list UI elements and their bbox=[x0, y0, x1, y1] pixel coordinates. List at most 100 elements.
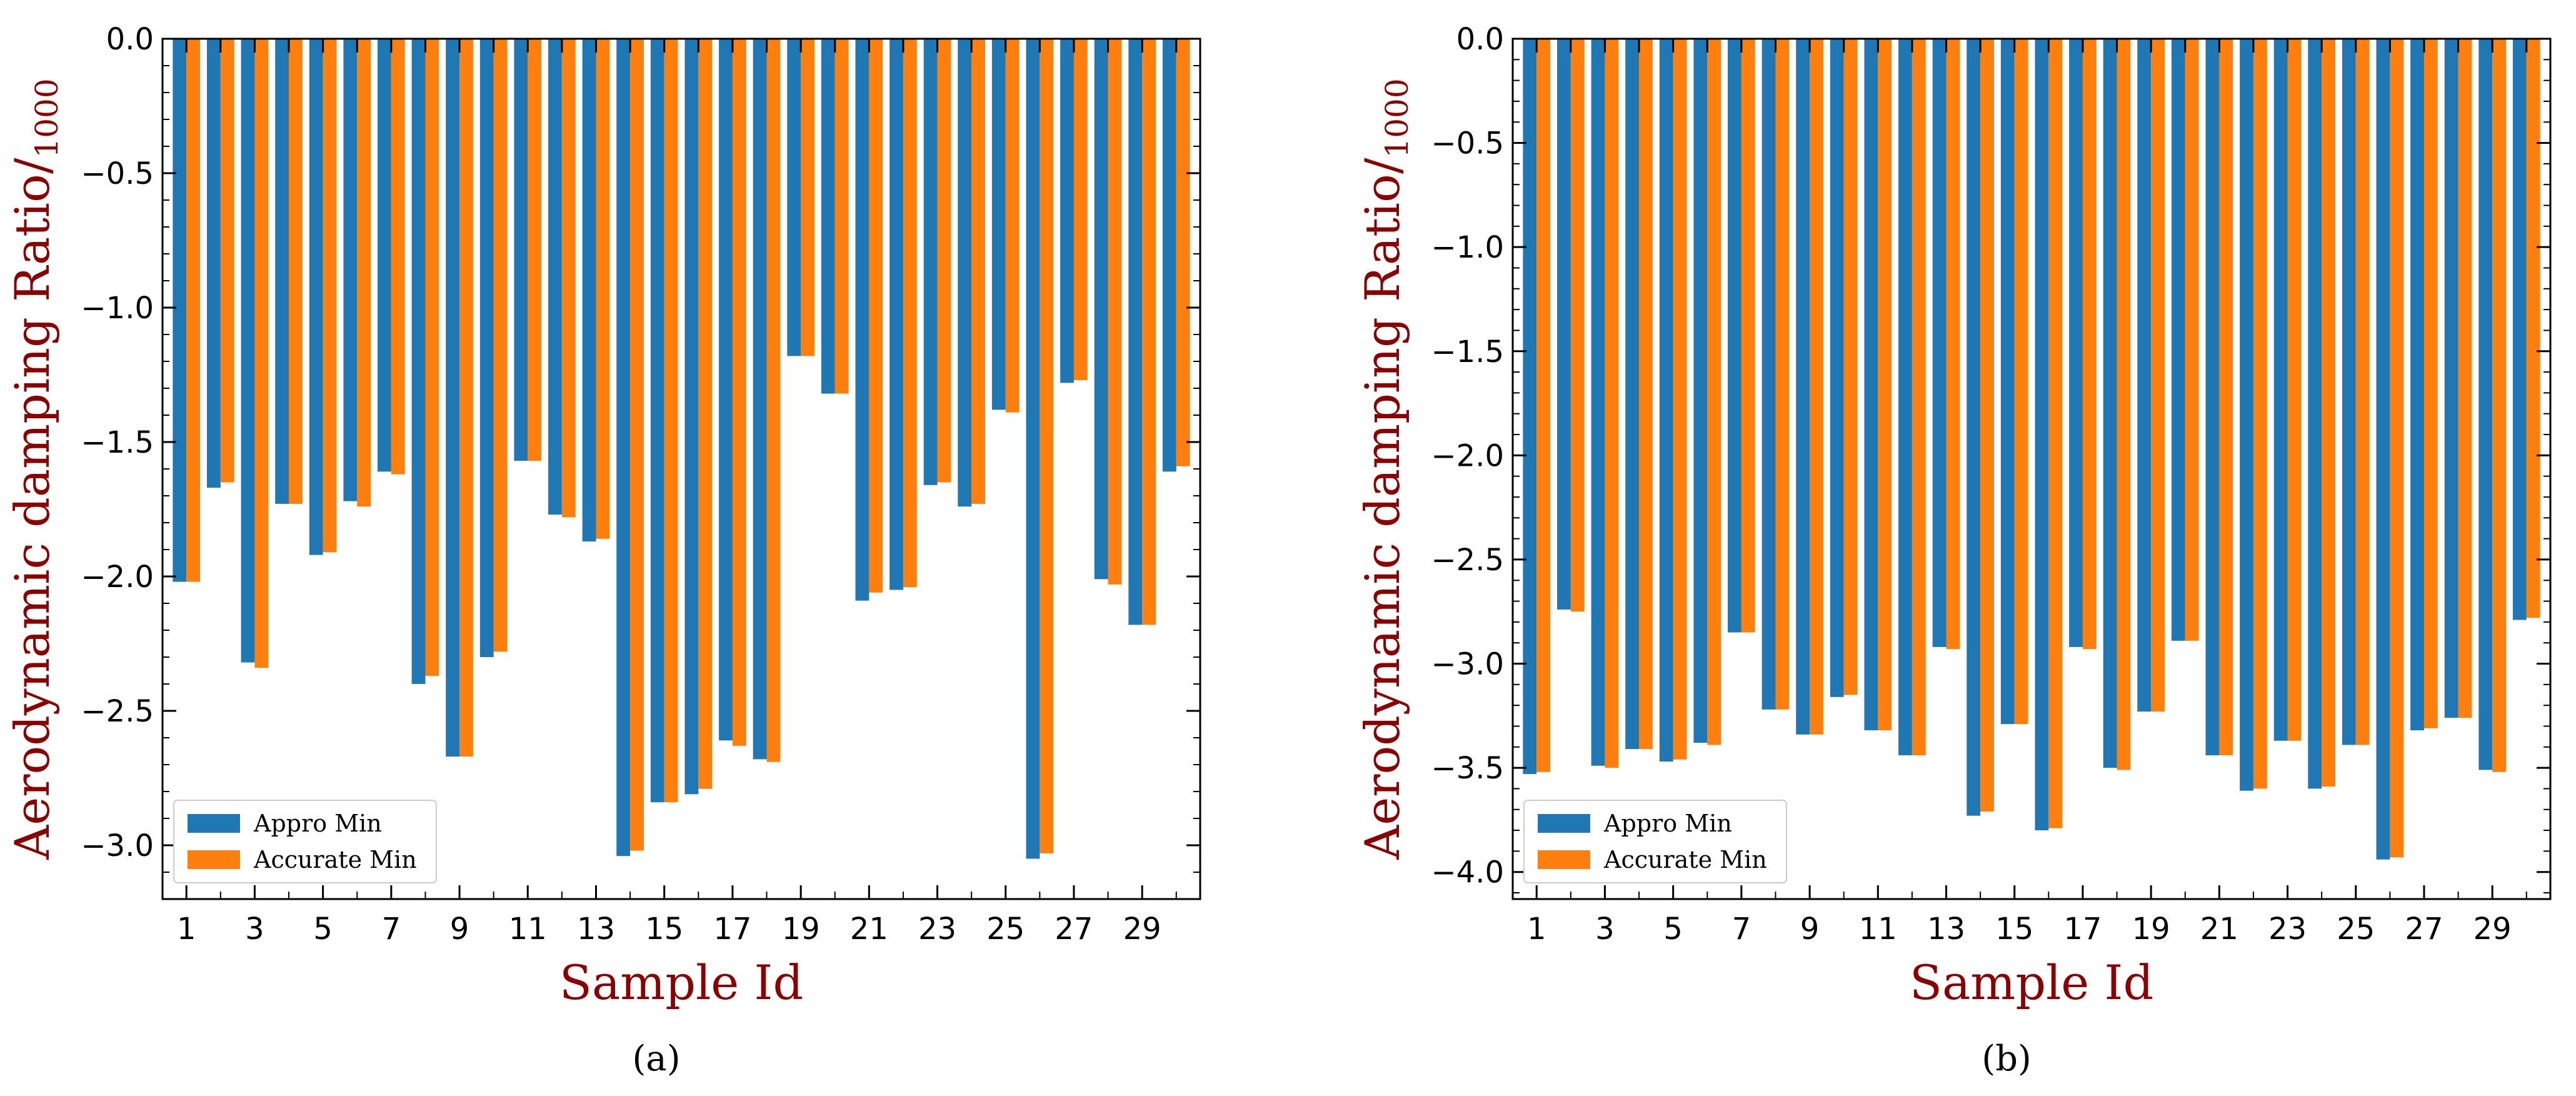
bar-appro bbox=[343, 39, 358, 501]
bar-appro bbox=[514, 39, 528, 461]
bars-group bbox=[173, 39, 1190, 859]
y-tick-label: −3.0 bbox=[81, 828, 154, 863]
y-tick-label: −2.5 bbox=[81, 694, 154, 729]
bar-appro bbox=[2103, 39, 2117, 768]
x-tick-label: 7 bbox=[382, 912, 401, 947]
x-tick-label: 5 bbox=[313, 912, 333, 947]
bar-appro bbox=[650, 39, 664, 803]
bar-appro bbox=[1728, 39, 1742, 633]
bar-appro bbox=[1659, 39, 1673, 762]
bar-appro bbox=[890, 39, 903, 590]
bar-appro bbox=[1556, 39, 1571, 610]
bar-appro bbox=[855, 39, 870, 601]
y-axis-label-main: Aerodynamic damping Ratio/ bbox=[1355, 158, 1410, 860]
x-tick-label: 29 bbox=[2473, 912, 2512, 947]
bar-accurate bbox=[1176, 39, 1190, 466]
bar-accurate bbox=[391, 39, 405, 475]
bar-appro bbox=[1830, 39, 1844, 697]
y-tick-label: −3.5 bbox=[1431, 751, 1504, 786]
y-tick-label: −0.5 bbox=[81, 156, 154, 191]
bar-accurate bbox=[1843, 39, 1858, 695]
panel-caption: (a) bbox=[632, 1038, 680, 1079]
bar-accurate bbox=[2253, 39, 2267, 789]
bar-appro bbox=[787, 39, 801, 356]
bar-accurate bbox=[2423, 39, 2438, 728]
bar-appro bbox=[582, 39, 596, 542]
x-tick-label: 21 bbox=[2200, 912, 2238, 947]
y-tick-label: −1.0 bbox=[1431, 230, 1504, 265]
x-tick-label: 21 bbox=[850, 912, 888, 947]
legend-label-accurate: Accurate Min bbox=[1603, 846, 1767, 873]
y-axis-ticks: 0.0 −0.5 −1.0 −1.5 −2.0 −2.5 −3.0 bbox=[81, 22, 1200, 900]
y-tick-label: −0.5 bbox=[1431, 126, 1504, 161]
x-tick-label: 29 bbox=[1123, 912, 1161, 947]
x-axis-ticks: 1 3 5 7 9 11 13 15 17 19 21 23 25 27 29 bbox=[1527, 39, 2528, 947]
bar-appro bbox=[1864, 39, 1878, 731]
plot-frame bbox=[1511, 38, 2552, 900]
bar-accurate bbox=[1536, 39, 1551, 772]
y-axis-label-main: Aerodynamic damping Ratio/ bbox=[4, 158, 60, 860]
bar-accurate bbox=[2082, 39, 2097, 650]
x-tick-label: 13 bbox=[1927, 912, 1965, 947]
bar-accurate bbox=[698, 39, 713, 789]
bar-appro bbox=[275, 39, 289, 504]
y-tick-label: −2.5 bbox=[1431, 543, 1504, 578]
bar-accurate bbox=[561, 39, 576, 518]
bar-accurate bbox=[1878, 39, 1892, 731]
y-tick-label: −1.5 bbox=[81, 425, 154, 460]
bar-accurate bbox=[528, 39, 542, 461]
bar-accurate bbox=[2151, 39, 2165, 712]
bar-accurate bbox=[323, 39, 337, 553]
bar-appro bbox=[1898, 39, 1912, 756]
bar-appro bbox=[1026, 39, 1040, 859]
bar-appro bbox=[2478, 39, 2493, 770]
bar-accurate bbox=[766, 39, 781, 762]
x-tick-label: 7 bbox=[1732, 912, 1752, 947]
bar-appro bbox=[1128, 39, 1143, 625]
x-tick-label: 1 bbox=[1527, 912, 1546, 947]
bar-accurate bbox=[2117, 39, 2131, 770]
x-tick-label: 17 bbox=[713, 912, 751, 947]
bar-appro bbox=[241, 39, 255, 663]
x-axis-label: Sample Id bbox=[1910, 955, 2153, 1010]
bar-appro bbox=[2137, 39, 2152, 712]
legend-swatch-accurate bbox=[1538, 850, 1590, 869]
x-tick-label: 13 bbox=[577, 912, 615, 947]
y-tick-label: −1.0 bbox=[81, 291, 154, 326]
bar-accurate bbox=[869, 39, 883, 593]
bar-accurate bbox=[1005, 39, 1020, 413]
x-tick-label: 3 bbox=[1595, 912, 1615, 947]
bar-appro bbox=[1693, 39, 1708, 743]
bar-accurate bbox=[2526, 39, 2540, 618]
bar-appro bbox=[1625, 39, 1640, 750]
bar-appro bbox=[309, 39, 323, 555]
bar-appro bbox=[2308, 39, 2322, 789]
bar-appro bbox=[548, 39, 562, 515]
bar-accurate bbox=[2048, 39, 2063, 828]
bar-appro bbox=[2410, 39, 2424, 731]
y-tick-label: −4.0 bbox=[1431, 855, 1504, 890]
bar-accurate bbox=[186, 39, 201, 582]
y-axis-label-subscript: 1000 bbox=[29, 78, 65, 158]
bar-accurate bbox=[2322, 39, 2335, 787]
bar-accurate bbox=[903, 39, 917, 588]
bar-appro bbox=[479, 39, 494, 657]
bar-accurate bbox=[1810, 39, 1823, 735]
y-axis-label: Aerodynamic damping Ratio/1000 bbox=[4, 78, 65, 860]
bar-accurate bbox=[1980, 39, 1994, 812]
bar-appro bbox=[2444, 39, 2458, 718]
bar-appro bbox=[684, 39, 699, 795]
bar-appro bbox=[173, 39, 187, 582]
x-tick-label: 25 bbox=[986, 912, 1025, 947]
x-tick-label: 17 bbox=[2063, 912, 2102, 947]
bar-accurate bbox=[630, 39, 644, 851]
bar-appro bbox=[2376, 39, 2390, 860]
bar-appro bbox=[1762, 39, 1776, 710]
y-tick-label: 0.0 bbox=[106, 22, 154, 57]
bar-accurate bbox=[1707, 39, 1722, 745]
bar-appro bbox=[821, 39, 835, 394]
bar-appro bbox=[1796, 39, 1810, 735]
bars-group bbox=[1523, 39, 2540, 860]
bar-appro bbox=[2512, 39, 2527, 620]
